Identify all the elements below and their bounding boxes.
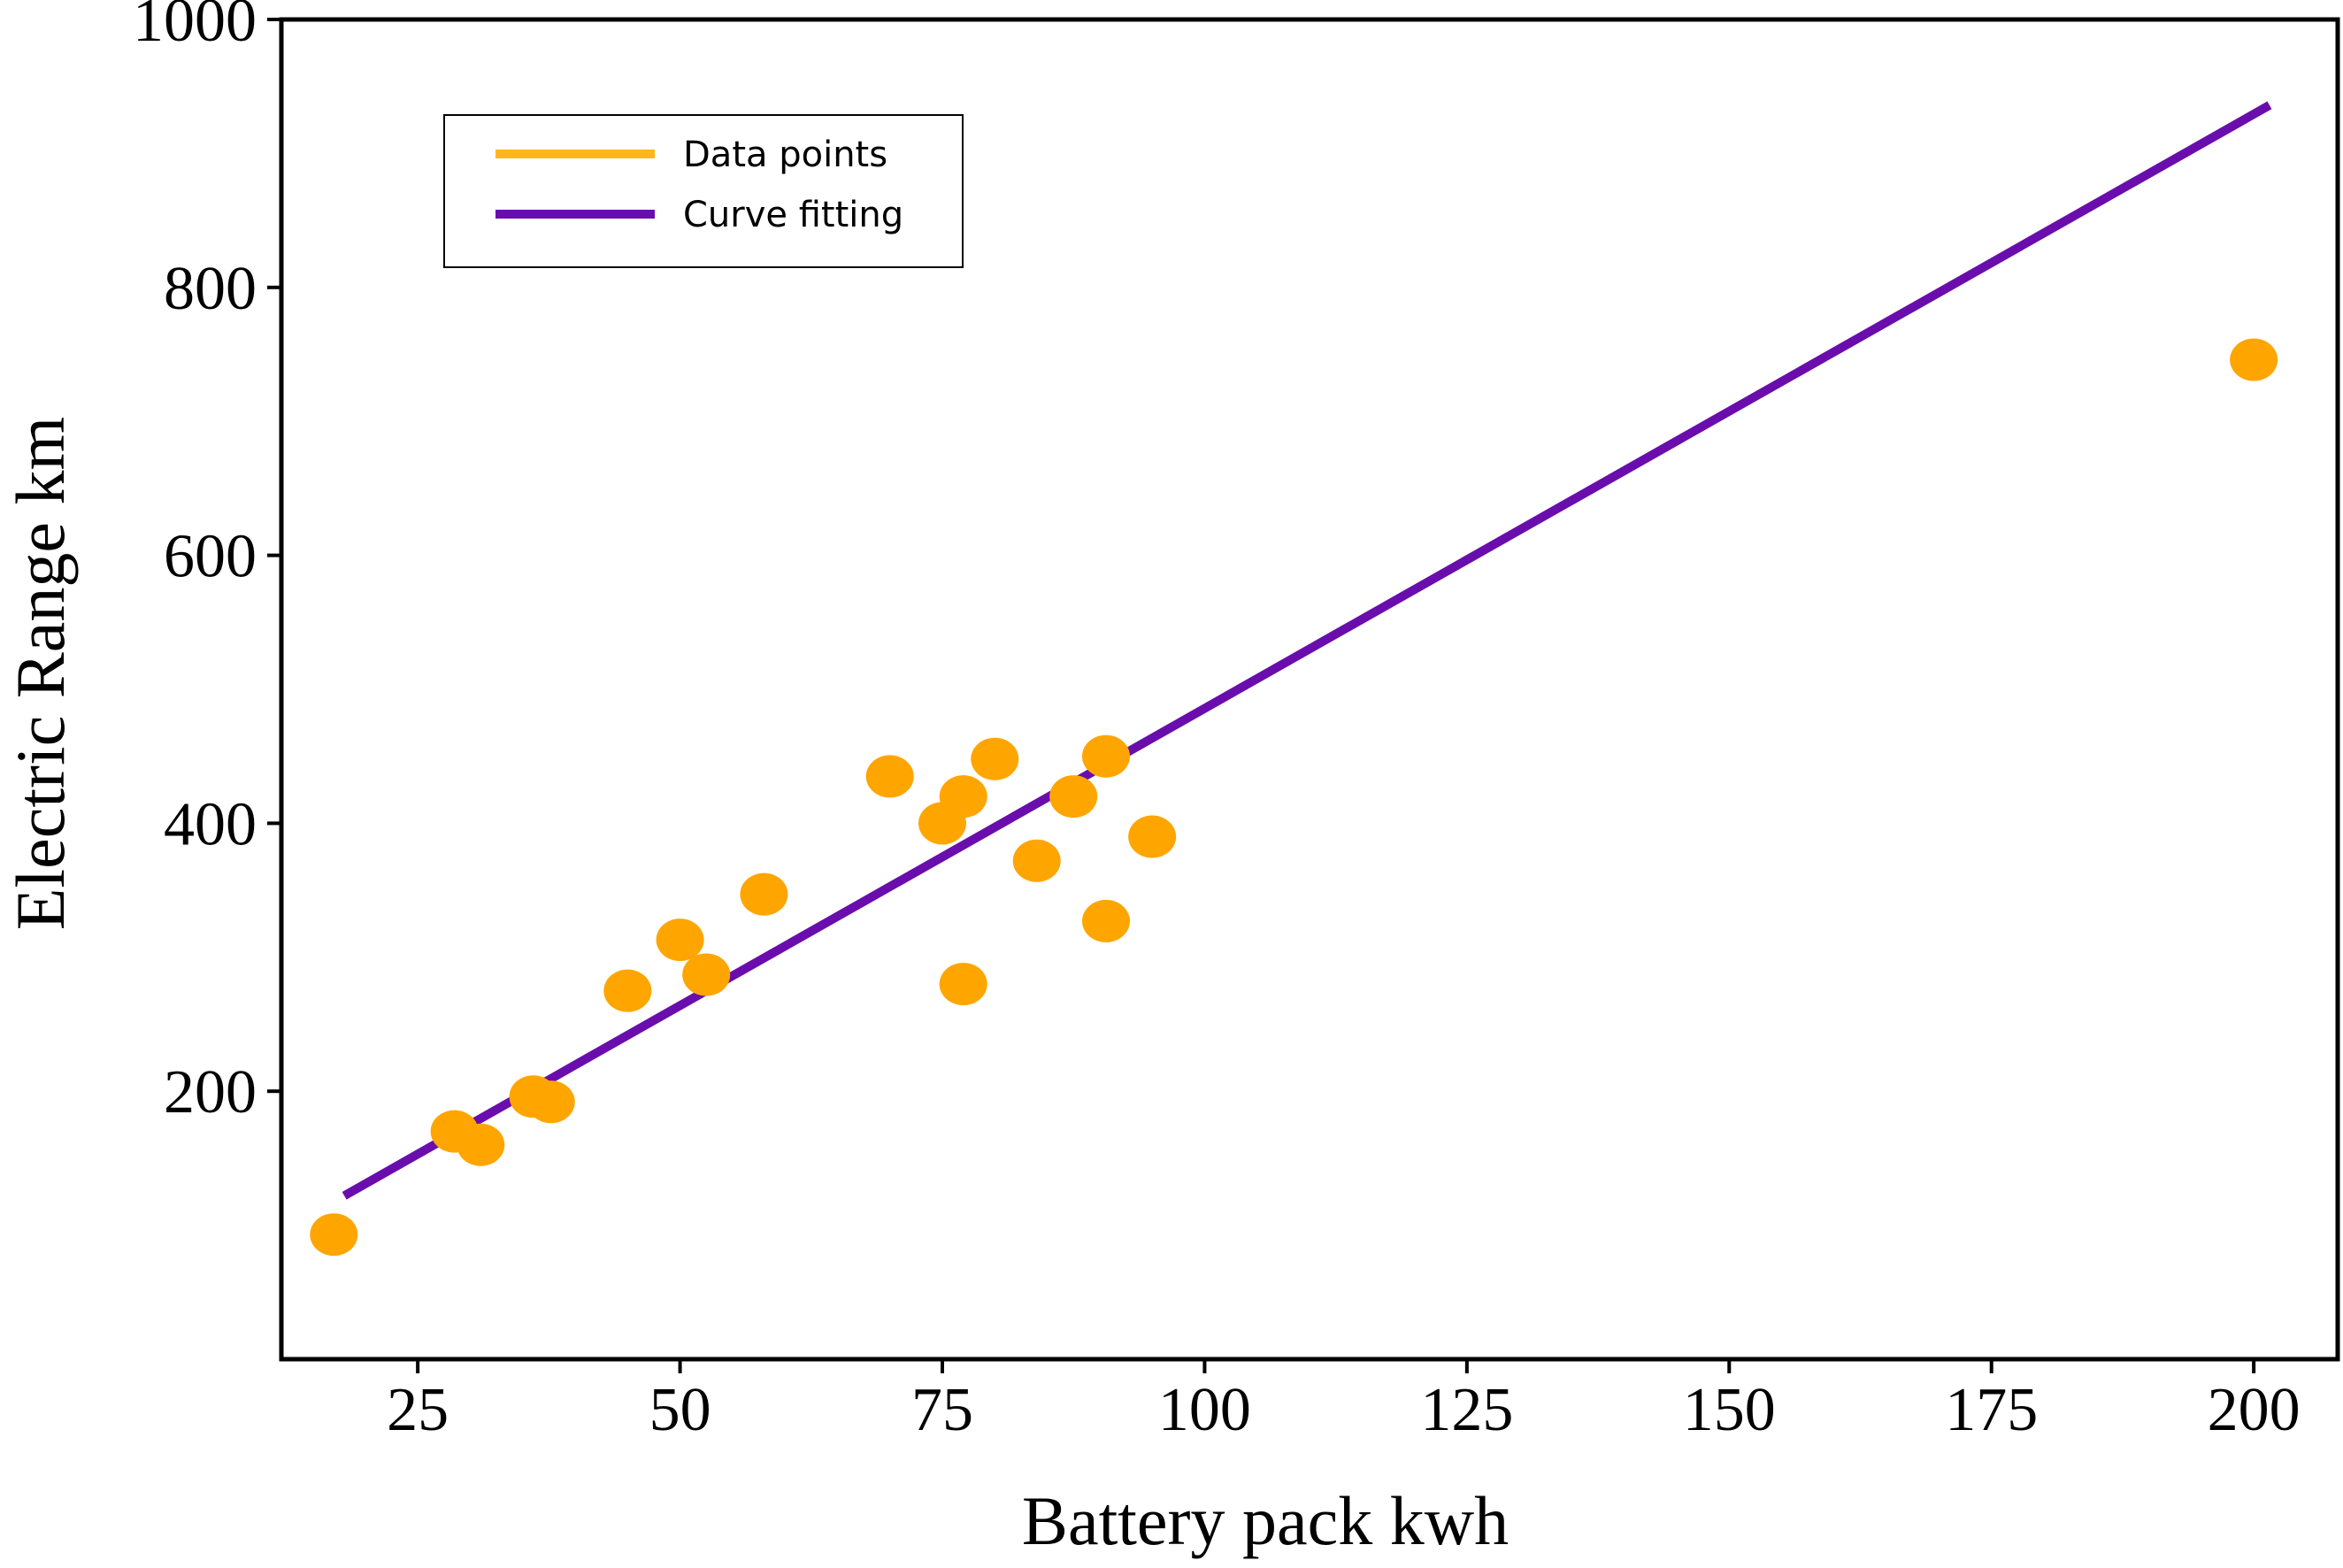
- x-tick-label: 50: [649, 1376, 711, 1444]
- data-point: [865, 755, 914, 798]
- data-point: [656, 919, 704, 962]
- data-point: [682, 953, 731, 996]
- y-tick-label: 400: [164, 790, 257, 858]
- fit-line: [342, 101, 2272, 1200]
- x-tick-label: 100: [1158, 1376, 1251, 1444]
- y-axis-title: Electric Range km: [2, 417, 79, 930]
- legend-label: Data points: [683, 135, 887, 175]
- plot-frame: [279, 17, 2340, 1362]
- legend-label: Curve fitting: [683, 195, 903, 235]
- data-point: [939, 775, 987, 819]
- data-point: [457, 1123, 505, 1166]
- data-point: [1081, 734, 1130, 778]
- x-tick-label: 75: [911, 1376, 973, 1444]
- x-tick-label: 150: [1683, 1376, 1776, 1444]
- y-tick-label: 600: [164, 523, 257, 591]
- data-point: [1012, 839, 1061, 882]
- x-tick-label: 200: [2208, 1376, 2301, 1444]
- plot-area: [310, 101, 2278, 1257]
- x-tick-label: 125: [1420, 1376, 1513, 1444]
- data-point: [1049, 775, 1098, 819]
- data-point: [526, 1080, 575, 1124]
- data-point: [971, 737, 1019, 780]
- data-point: [939, 963, 987, 1006]
- data-point: [603, 969, 652, 1012]
- y-tick-label: 1000: [133, 0, 257, 55]
- legend: Data points Curve fitting: [443, 114, 964, 268]
- legend-box: [443, 114, 964, 268]
- x-axis-title: Battery pack kwh: [1022, 1482, 1509, 1559]
- data-point: [740, 872, 788, 916]
- y-tick-label: 800: [164, 255, 257, 323]
- y-tick-label: 200: [164, 1058, 257, 1126]
- data-point: [1128, 815, 1177, 858]
- data-point: [1081, 899, 1130, 942]
- data-point: [310, 1213, 358, 1257]
- x-tick-label: 175: [1945, 1376, 2038, 1444]
- x-tick-label: 25: [387, 1376, 449, 1444]
- data-point: [2230, 338, 2278, 381]
